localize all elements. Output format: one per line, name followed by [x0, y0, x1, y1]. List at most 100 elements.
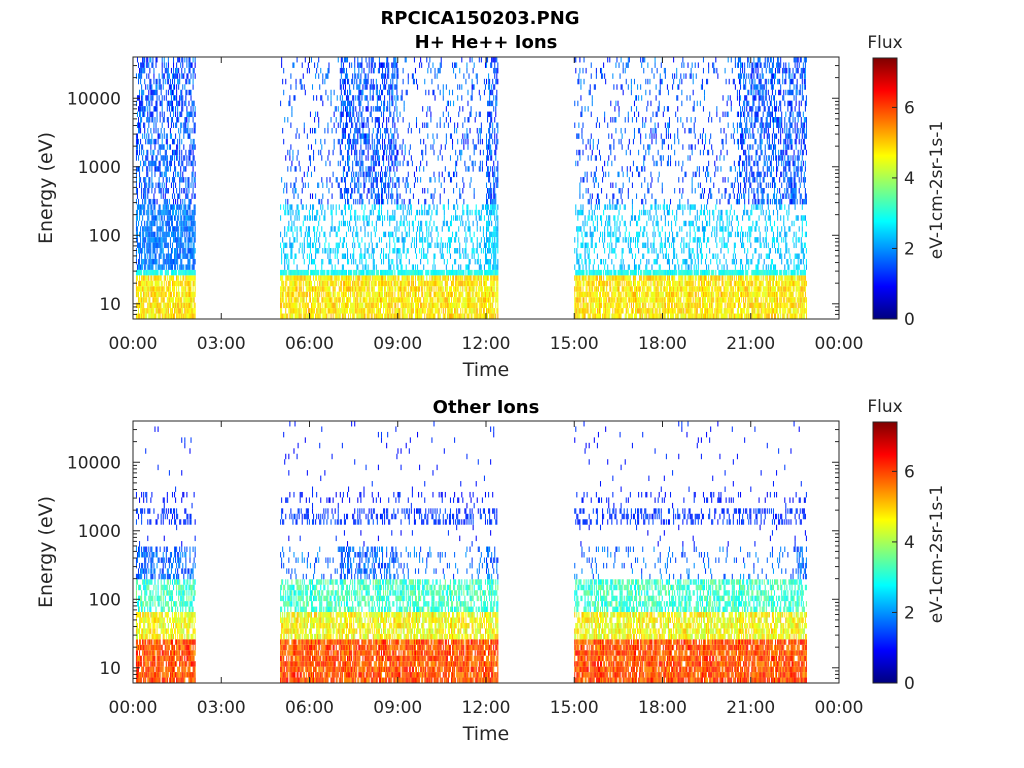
flux-cell	[466, 297, 468, 303]
flux-cell	[362, 286, 364, 292]
flux-cell	[177, 297, 179, 303]
flux-cell	[396, 258, 398, 265]
flux-cell	[320, 67, 322, 74]
flux-cell	[309, 215, 311, 221]
flux-cell	[412, 269, 414, 276]
flux-cell	[359, 215, 361, 221]
flux-cell	[296, 155, 298, 161]
flux-cell	[192, 188, 194, 194]
flux-cell	[424, 291, 426, 298]
flux-cell	[365, 171, 367, 178]
flux-cell	[152, 248, 154, 254]
flux-cell	[372, 166, 374, 172]
flux-cell	[473, 286, 475, 292]
flux-cell	[449, 302, 451, 309]
flux-cell	[314, 62, 316, 68]
flux-cell	[362, 269, 364, 276]
flux-cell	[175, 133, 177, 139]
flux-cell	[302, 313, 304, 319]
flux-cell	[359, 308, 361, 314]
flux-cell	[181, 313, 183, 319]
flux-cell	[135, 313, 137, 319]
flux-cell	[366, 171, 368, 178]
flux-cell	[321, 286, 323, 292]
flux-cell	[288, 286, 290, 292]
flux-cell	[348, 226, 350, 232]
flux-cell	[433, 220, 435, 227]
flux-cell	[175, 95, 177, 101]
flux-cell	[424, 253, 426, 259]
flux-cell	[447, 100, 449, 107]
flux-cell	[150, 127, 152, 134]
flux-cell	[426, 286, 428, 292]
flux-cell	[301, 188, 303, 194]
flux-cell	[186, 253, 188, 259]
flux-cell	[168, 215, 170, 221]
flux-cell	[150, 95, 152, 101]
flux-cell	[148, 100, 150, 107]
flux-cell	[442, 275, 444, 281]
flux-cell	[158, 291, 160, 298]
flux-cell	[470, 177, 472, 183]
flux-cell	[309, 269, 311, 276]
flux-cell	[402, 237, 404, 243]
flux-cell	[156, 106, 158, 112]
flux-cell	[187, 204, 189, 210]
flux-cell	[159, 100, 161, 107]
flux-cell	[413, 286, 415, 292]
flux-cell	[308, 67, 310, 74]
flux-cell	[151, 155, 153, 161]
flux-cell	[160, 286, 162, 292]
flux-cell	[344, 144, 346, 150]
flux-cell	[191, 171, 193, 178]
flux-cell	[303, 297, 305, 303]
flux-cell	[380, 111, 383, 118]
flux-cell	[144, 313, 146, 319]
flux-cell	[354, 297, 356, 303]
flux-cell	[329, 177, 331, 183]
flux-cell	[290, 308, 292, 314]
flux-cell	[167, 226, 169, 232]
flux-cell	[439, 297, 441, 303]
flux-cell	[293, 291, 295, 298]
flux-cell	[407, 127, 409, 134]
flux-cell	[347, 106, 349, 112]
flux-cell	[151, 188, 153, 194]
flux-cell	[431, 78, 433, 85]
flux-cell	[185, 177, 187, 183]
flux-cell	[166, 67, 168, 74]
flux-cell	[163, 204, 165, 210]
flux-cell	[448, 237, 450, 243]
flux-cell	[176, 242, 178, 249]
flux-cell	[431, 193, 433, 199]
flux-cell	[305, 226, 307, 232]
flux-cell	[181, 138, 183, 145]
flux-cell	[170, 275, 172, 281]
flux-cell	[189, 89, 191, 96]
flux-cell	[365, 84, 367, 90]
flux-cell	[386, 155, 388, 161]
flux-cell	[373, 291, 375, 298]
flux-cell	[348, 188, 350, 194]
flux-cell	[143, 204, 145, 210]
flux-cell	[325, 302, 327, 309]
flux-cell	[476, 226, 478, 232]
flux-cell	[343, 204, 345, 210]
flux-cell	[456, 297, 458, 303]
flux-cell	[171, 193, 174, 199]
flux-cell	[324, 313, 326, 319]
flux-cell	[406, 308, 408, 314]
flux-cell	[378, 160, 380, 167]
flux-cell	[446, 275, 448, 281]
flux-cell	[189, 215, 191, 221]
flux-cell	[366, 220, 368, 227]
flux-cell	[327, 286, 329, 292]
flux-cell	[332, 302, 334, 309]
flux-cell	[447, 308, 449, 314]
flux-cell	[390, 275, 392, 281]
flux-cell	[146, 133, 148, 139]
flux-cell	[364, 138, 366, 145]
flux-cell	[458, 264, 460, 270]
flux-cell	[468, 302, 470, 309]
flux-cell	[159, 78, 161, 85]
